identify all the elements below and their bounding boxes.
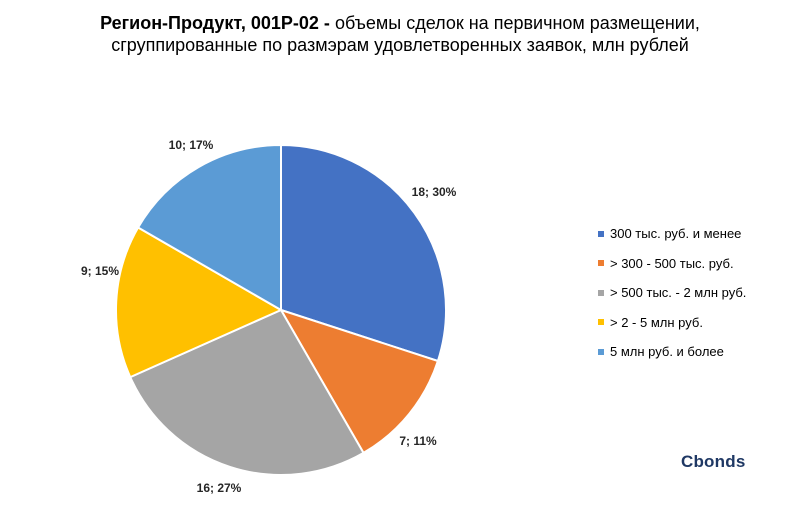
legend-item-2: > 300 - 500 тыс. руб.	[598, 256, 746, 271]
pie-slice-5	[136, 143, 282, 312]
legend-label-1: 300 тыс. руб. и менее	[610, 226, 742, 241]
slice-label-4: 9; 15%	[81, 264, 119, 278]
legend-swatch-4	[598, 319, 604, 325]
legend-label-2: > 300 - 500 тыс. руб.	[610, 255, 734, 271]
slice-label-2: 7; 11%	[399, 434, 437, 448]
legend-item-4: > 2 - 5 млн руб.	[598, 315, 746, 330]
legend-swatch-1	[598, 230, 604, 237]
legend-label-5: 5 млн руб. и более	[610, 344, 724, 359]
pie-slice-2	[278, 308, 440, 455]
legend-swatch-3	[598, 289, 604, 296]
legend-label-3: > 500 тыс. - 2 млн руб.	[610, 285, 747, 300]
legend-swatch-5	[598, 348, 604, 355]
legend-swatch-2	[598, 260, 604, 266]
pie-labels: 18; 30% 7; 11% 16; 27% 9; 15% 10; 17%	[81, 138, 457, 495]
slice-label-5: 10; 17%	[169, 138, 214, 152]
chart-title-line2: сгруппированные по размэрам удовлетворен…	[111, 35, 689, 55]
legend-item-1: 300 тыс. руб. и менее	[598, 226, 746, 241]
pie-slices	[115, 143, 447, 476]
chart-title: Регион-Продукт, 001P-02 - объемы сделок …	[0, 12, 800, 56]
chart-title-rest: объемы сделок на первичном размещении,	[329, 13, 700, 33]
legend-item-5: 5 млн руб. и более	[598, 344, 746, 359]
pie-slice-4	[115, 226, 284, 379]
pie-slice-1	[280, 143, 447, 363]
slice-label-1: 18; 30%	[412, 185, 457, 199]
chart-legend: 300 тыс. руб. и менее > 300 - 500 тыс. ру…	[598, 226, 746, 374]
cbonds-logo: Cbonds	[681, 452, 746, 471]
slice-label-3: 16; 27%	[197, 481, 242, 495]
legend-label-4: > 2 - 5 млн руб.	[610, 314, 703, 330]
chart-title-bold: Регион-Продукт, 001P-02 -	[100, 13, 330, 33]
legend-item-3: > 500 тыс. - 2 млн руб.	[598, 285, 746, 300]
chart-title-line1: Регион-Продукт, 001P-02 - объемы сделок …	[0, 12, 800, 34]
